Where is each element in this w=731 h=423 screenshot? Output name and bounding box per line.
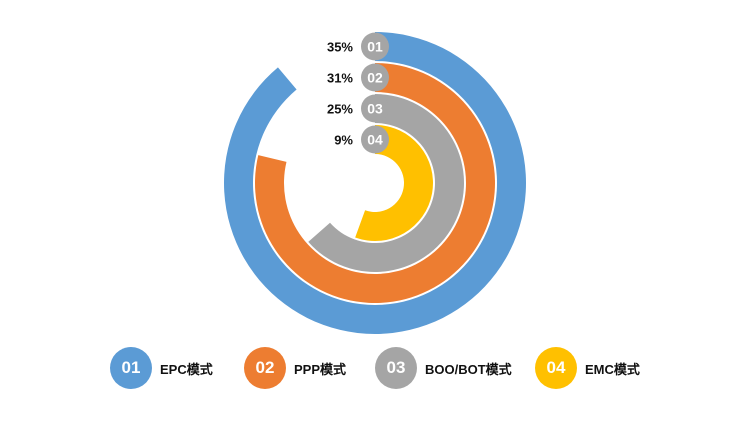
ring-badge-04 [361,125,389,154]
legend-label-boo-bot: BOO/BOT模式 [425,361,512,377]
legend-badge-03: 03 [375,347,417,389]
legend-label-epc: EPC模式 [160,361,213,377]
chart-rings [224,32,526,334]
legend-item-ppp: 02 PPP模式 [244,342,346,394]
legend-badge-01: 01 [110,347,152,389]
legend-item-boo-bot: 03 BOO/BOT模式 [375,342,512,394]
percent-label-04: 9% [334,133,353,148]
legend-item-emc: 04 EMC模式 [535,342,640,394]
legend-badge-04: 04 [535,347,577,389]
legend-label-emc: EMC模式 [585,361,640,377]
ring-badge-text-03: 03 [367,101,383,117]
chart-percent-labels: 35% 31% 25% 9% [327,40,353,148]
ring-badge-03 [361,94,389,123]
ring-badge-text-01: 01 [367,39,383,55]
ring-badge-text-04: 04 [367,132,383,148]
chart-ring-badges: 01 02 03 04 [361,32,389,154]
ring-badge-01 [361,32,389,61]
ring-badge-text-02: 02 [367,70,383,86]
legend-label-ppp: PPP模式 [294,361,347,377]
legend-item-epc: 01 EPC模式 [110,342,213,394]
ring-badge-02 [361,63,389,92]
legend-badge-02: 02 [244,347,286,389]
chart-legend: 01 EPC模式 02 PPP模式 03 BOO/BOT模式 04 EMC模式 [0,342,731,394]
percent-label-01: 35% [327,40,353,55]
ring-03 [308,94,464,272]
percent-label-03: 25% [327,102,353,117]
percent-label-02: 31% [327,71,353,86]
ring-04 [355,125,434,241]
